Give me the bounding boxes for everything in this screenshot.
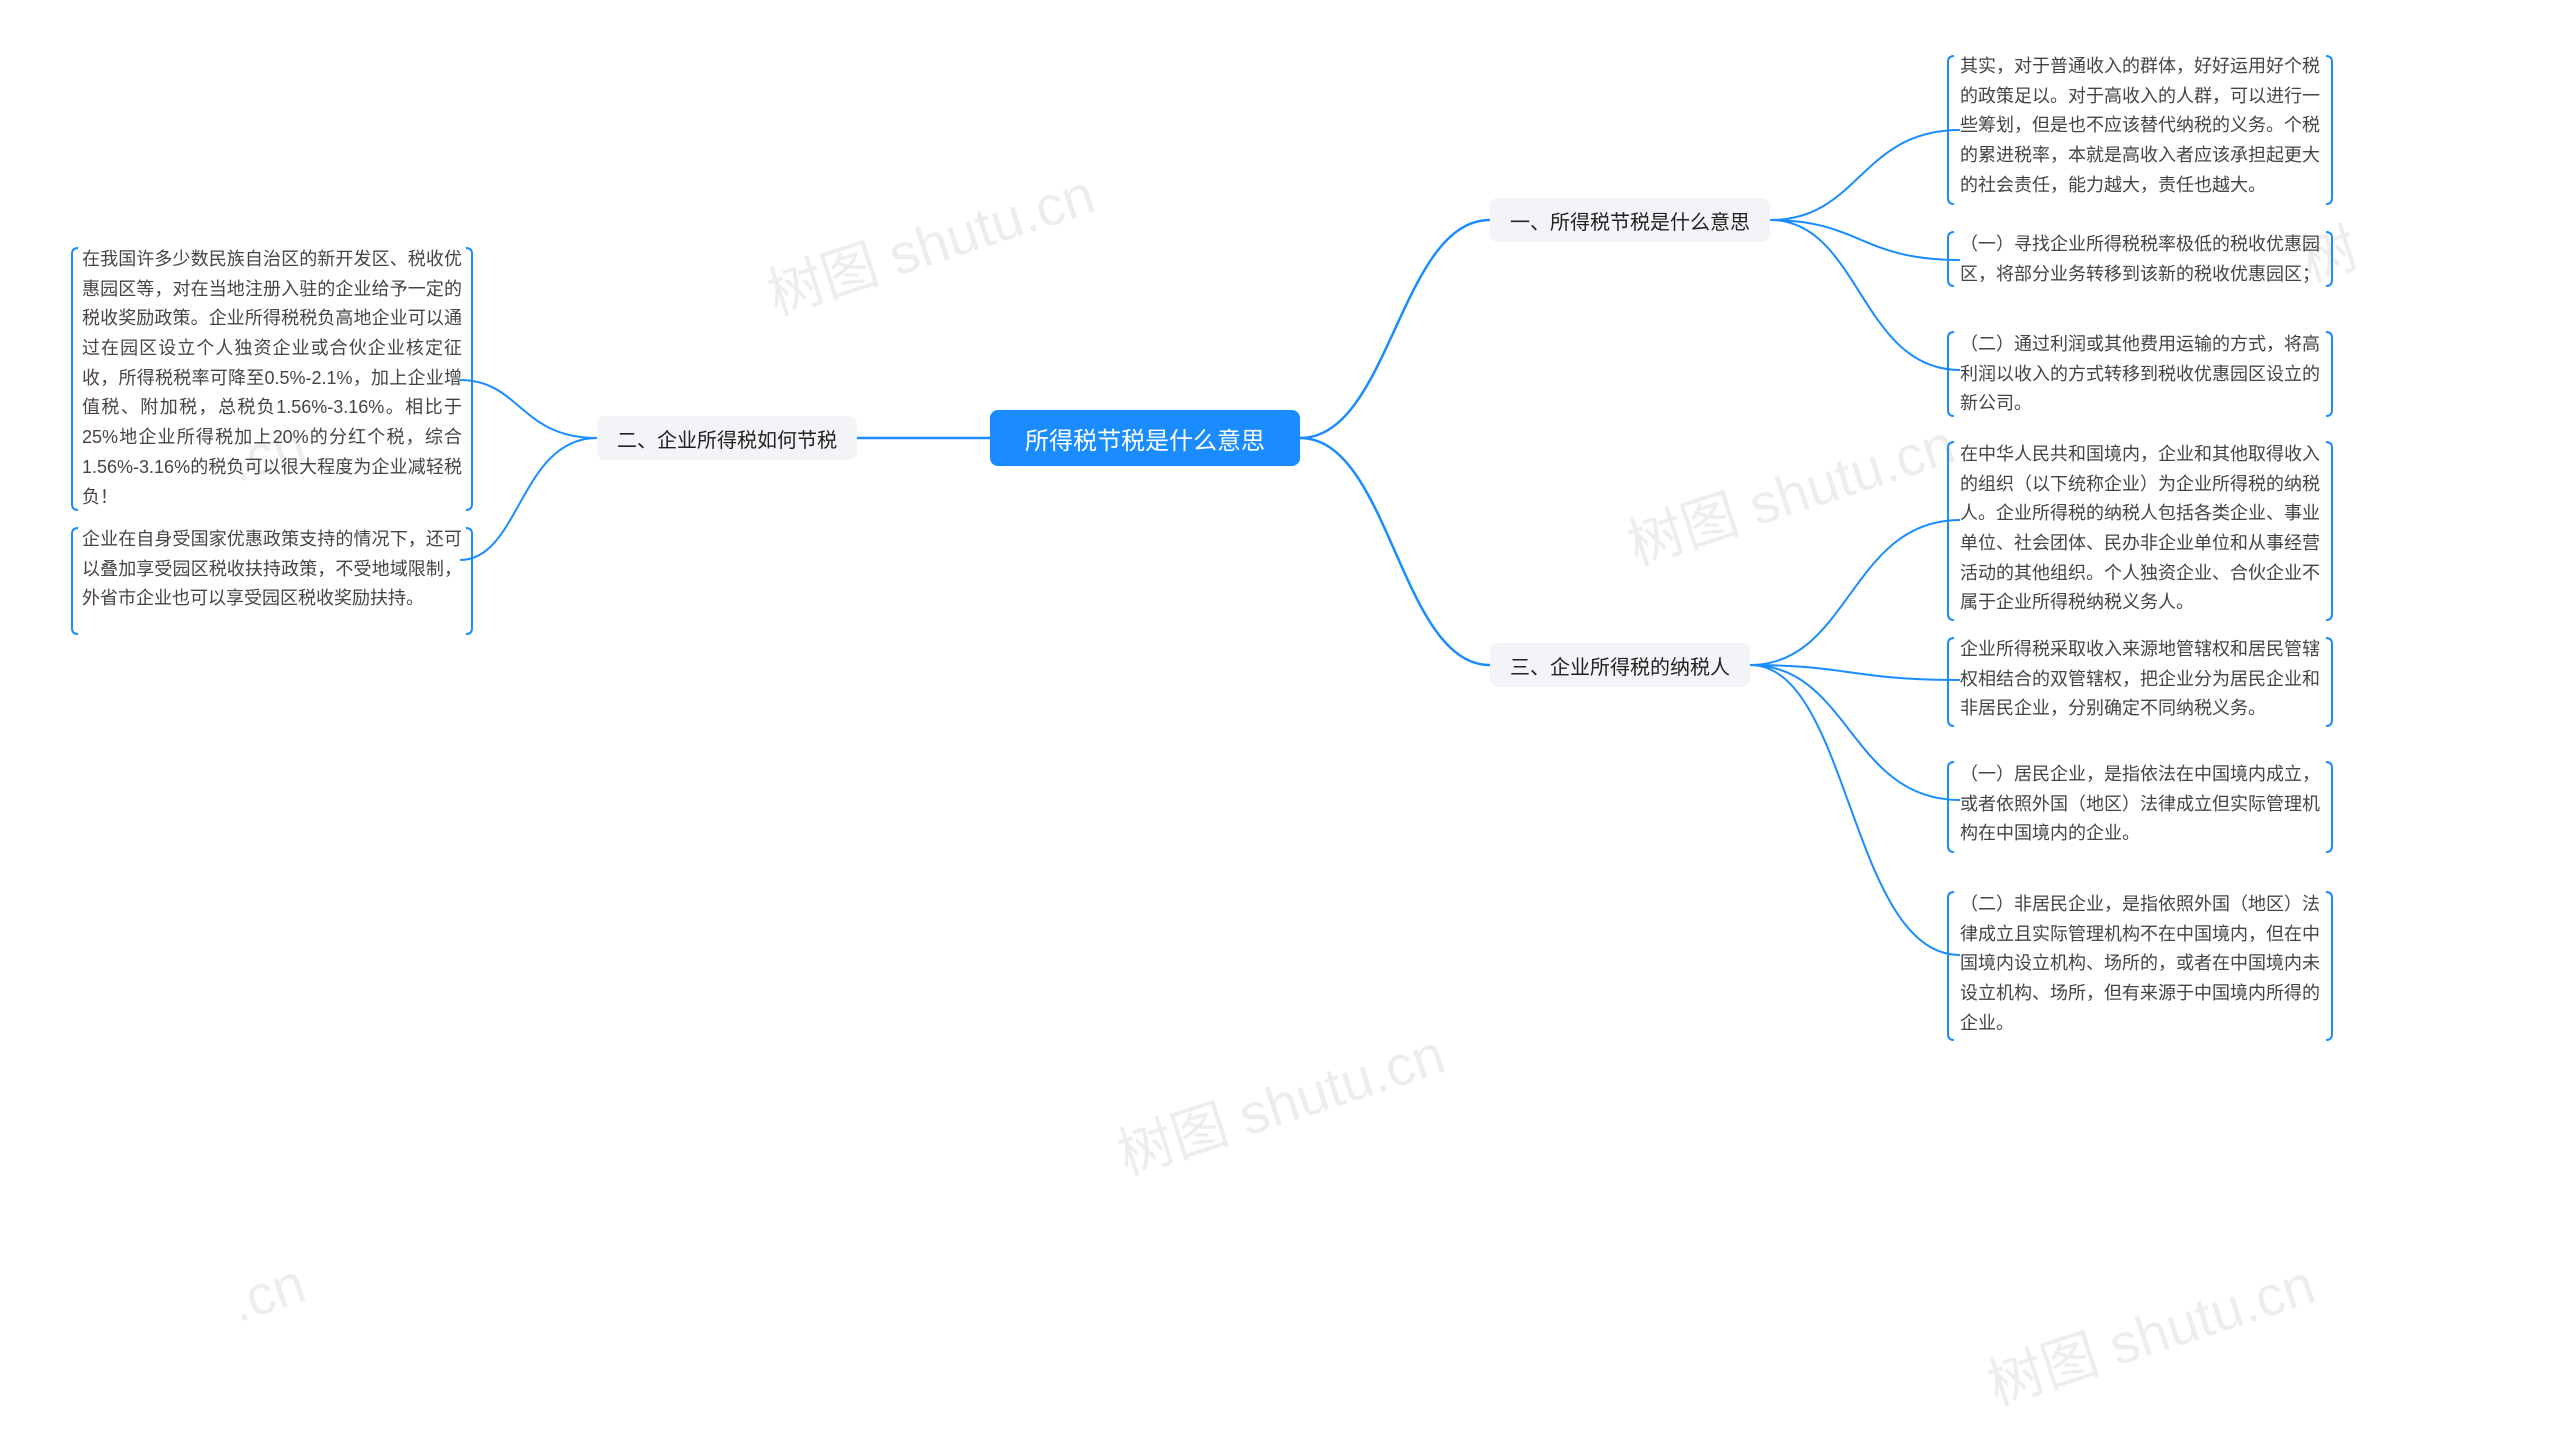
leaf-b2-1: 在我国许多少数民族自治区的新开发区、税收优惠园区等，对在当地注册入驻的企业给予一… <box>82 245 462 512</box>
watermark: .cn <box>222 1250 313 1335</box>
root-node[interactable]: 所得税节税是什么意思 <box>990 410 1300 466</box>
branch-1[interactable]: 一、所得税节税是什么意思 <box>1490 198 1770 242</box>
leaf-b3-2: 企业所得税采取收入来源地管辖权和居民管辖权相结合的双管辖权，把企业分为居民企业和… <box>1960 635 2320 724</box>
leaf-b3-3: （一）居民企业，是指依法在中国境内成立，或者依照外国（地区）法律成立但实际管理机… <box>1960 760 2320 849</box>
leaf-b1-2: （一）寻找企业所得税税率极低的税收优惠园区，将部分业务转移到该新的税收优惠园区； <box>1960 230 2320 289</box>
watermark: 树图 shutu.cn <box>756 150 1104 332</box>
leaf-b3-4: （二）非居民企业，是指依照外国（地区）法律成立且实际管理机构不在中国境内，但在中… <box>1960 890 2320 1038</box>
branch-3[interactable]: 三、企业所得税的纳税人 <box>1490 643 1750 687</box>
leaf-b1-1: 其实，对于普通收入的群体，好好运用好个税的政策足以。对于高收入的人群，可以进行一… <box>1960 52 2320 200</box>
leaf-b3-1: 在中华人民共和国境内，企业和其他取得收入的组织（以下统称企业）为企业所得税的纳税… <box>1960 440 2320 618</box>
branch-2[interactable]: 二、企业所得税如何节税 <box>597 416 857 460</box>
leaf-b1-3: （二）通过利润或其他费用运输的方式，将高利润以收入的方式转移到税收优惠园区设立的… <box>1960 330 2320 419</box>
watermark: 树图 shutu.cn <box>1106 1010 1454 1192</box>
watermark: 树图 shutu.cn <box>1976 1240 2324 1422</box>
watermark: 树图 shutu.cn <box>1616 400 1964 582</box>
leaf-b2-2: 企业在自身受国家优惠政策支持的情况下，还可以叠加享受园区税收扶持政策，不受地域限… <box>82 525 462 614</box>
